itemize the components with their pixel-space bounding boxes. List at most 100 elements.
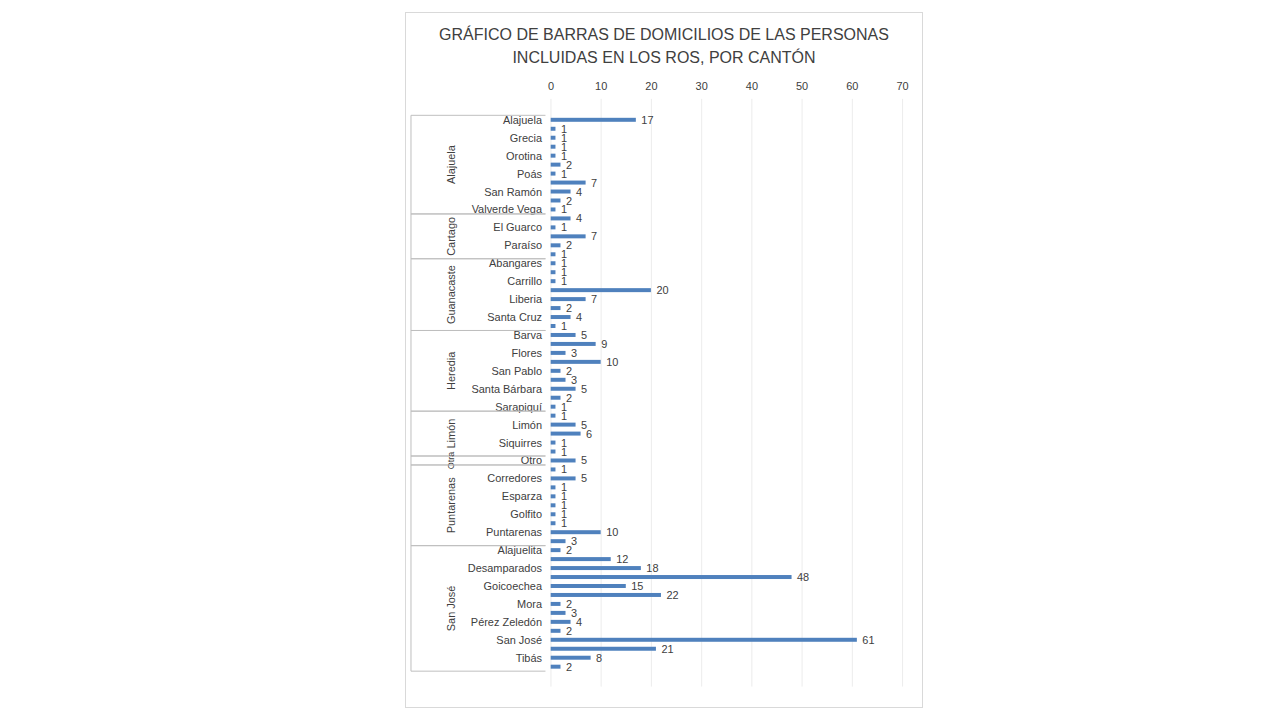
svg-text:1: 1	[561, 203, 567, 215]
svg-text:San José: San José	[445, 586, 457, 632]
svg-text:1: 1	[560, 257, 567, 270]
svg-text:San José: San José	[496, 634, 542, 646]
svg-text:9: 9	[601, 338, 607, 350]
svg-text:Tibás: Tibás	[516, 652, 543, 664]
svg-text:30: 30	[696, 80, 708, 92]
svg-text:1: 1	[561, 446, 567, 458]
svg-text:El Guarco: El Guarco	[493, 221, 542, 233]
svg-text:5: 5	[581, 383, 587, 395]
svg-text:Limón: Limón	[512, 419, 542, 431]
svg-text:2: 2	[566, 625, 572, 637]
svg-text:Abangares: Abangares	[489, 257, 542, 270]
svg-text:20: 20	[645, 80, 657, 92]
svg-text:1: 1	[560, 122, 567, 135]
svg-text:1: 1	[561, 517, 567, 529]
svg-text:2: 2	[566, 391, 573, 404]
svg-text:Santa Cruz: Santa Cruz	[487, 311, 542, 323]
svg-text:0: 0	[548, 80, 554, 92]
svg-text:San Ramón: San Ramón	[484, 186, 542, 198]
svg-text:2: 2	[566, 302, 572, 314]
svg-text:1: 1	[561, 168, 567, 180]
svg-text:61: 61	[862, 634, 874, 646]
svg-text:Corredores: Corredores	[487, 472, 542, 484]
svg-text:18: 18	[646, 562, 658, 574]
svg-text:70: 70	[896, 80, 908, 92]
svg-text:1: 1	[560, 140, 567, 153]
svg-text:Liberia: Liberia	[509, 293, 543, 305]
svg-text:50: 50	[796, 80, 808, 92]
svg-text:Goicoechea: Goicoechea	[484, 580, 543, 592]
svg-text:1: 1	[561, 410, 567, 422]
svg-text:1: 1	[560, 149, 567, 162]
svg-text:Desamparados: Desamparados	[468, 562, 543, 574]
svg-text:2: 2	[566, 158, 573, 171]
svg-text:60: 60	[846, 80, 858, 92]
svg-text:5: 5	[581, 329, 587, 341]
svg-text:Santa Bárbara: Santa Bárbara	[471, 383, 542, 395]
svg-text:Golfito: Golfito	[510, 508, 542, 520]
svg-text:17: 17	[641, 114, 653, 126]
svg-text:Pérez Zeledón: Pérez Zeledón	[471, 616, 542, 628]
svg-text:10: 10	[595, 80, 607, 92]
svg-text:Barva: Barva	[513, 329, 542, 341]
svg-text:1: 1	[560, 131, 567, 144]
html-text:GRÁFICO DE BARRAS DE DOMICILIO: GRÁFICO DE BARRAS DE DOMICILIOS DE LAS P…	[439, 26, 889, 66]
svg-text:12: 12	[616, 553, 628, 565]
svg-text:Limón: Limón	[445, 419, 457, 449]
svg-text:8: 8	[596, 652, 602, 664]
svg-text:2: 2	[566, 194, 573, 207]
svg-text:48: 48	[797, 571, 809, 583]
svg-text:Puntarenas: Puntarenas	[445, 477, 457, 533]
svg-text:1: 1	[560, 400, 567, 413]
svg-text:Sarapiquí: Sarapiquí	[495, 400, 542, 413]
svg-text:2: 2	[566, 661, 572, 673]
svg-text:5: 5	[581, 472, 587, 484]
svg-text:4: 4	[576, 212, 582, 224]
svg-text:Orotina: Orotina	[506, 150, 543, 162]
svg-text:Poás: Poás	[517, 168, 542, 180]
svg-text:1: 1	[561, 320, 567, 332]
svg-text:Guanacaste: Guanacaste	[445, 265, 457, 324]
svg-text:22: 22	[666, 589, 678, 601]
svg-text:Alajuela: Alajuela	[445, 144, 457, 184]
svg-text:3: 3	[571, 347, 577, 359]
svg-text:1: 1	[561, 463, 567, 475]
svg-text:40: 40	[746, 80, 758, 92]
svg-text:4: 4	[576, 616, 582, 628]
svg-text:Puntarenas: Puntarenas	[486, 526, 542, 538]
svg-text:1: 1	[561, 275, 567, 287]
svg-text:Paraíso: Paraíso	[504, 239, 542, 251]
svg-text:Cartago: Cartago	[445, 217, 457, 256]
svg-text:Valverde Vega: Valverde Vega	[471, 203, 542, 216]
svg-text:Alajuela: Alajuela	[503, 113, 542, 126]
svg-text:5: 5	[581, 454, 587, 466]
svg-text:San Pablo: San Pablo	[491, 365, 541, 377]
svg-text:7: 7	[591, 230, 597, 242]
svg-text:2: 2	[566, 544, 572, 556]
svg-text:10: 10	[606, 356, 618, 368]
svg-text:2: 2	[566, 364, 573, 377]
svg-text:4: 4	[576, 311, 582, 323]
svg-text:Esparza: Esparza	[502, 490, 543, 502]
svg-text:7: 7	[591, 177, 597, 189]
svg-text:Siquirres: Siquirres	[499, 437, 543, 449]
svg-text:Otra: Otra	[446, 452, 456, 469]
svg-text:Carrillo: Carrillo	[507, 275, 542, 287]
svg-text:Mora: Mora	[517, 598, 543, 610]
svg-text:1: 1	[561, 221, 567, 233]
svg-text:20: 20	[656, 284, 668, 296]
svg-text:21: 21	[661, 643, 673, 655]
svg-text:3: 3	[571, 374, 577, 386]
svg-text:Flores: Flores	[512, 347, 543, 359]
svg-text:15: 15	[631, 580, 643, 592]
svg-text:7: 7	[591, 293, 597, 305]
svg-text:Alajuelita: Alajuelita	[497, 544, 542, 557]
svg-text:Heredia: Heredia	[445, 351, 457, 390]
svg-text:1: 1	[560, 248, 567, 261]
svg-text:Grecia: Grecia	[510, 132, 543, 144]
svg-text:1: 1	[560, 266, 567, 279]
svg-text:4: 4	[576, 186, 582, 198]
svg-text:2: 2	[566, 239, 573, 252]
svg-text:10: 10	[606, 526, 618, 538]
svg-text:6: 6	[586, 428, 592, 440]
